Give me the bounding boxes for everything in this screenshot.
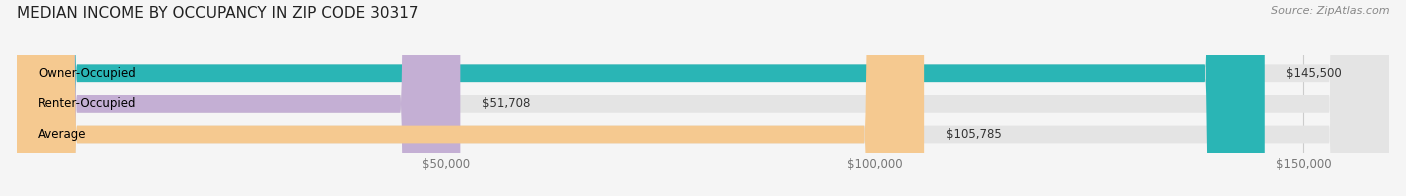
- Text: $105,785: $105,785: [946, 128, 1001, 141]
- Text: $145,500: $145,500: [1286, 67, 1341, 80]
- Text: Renter-Occupied: Renter-Occupied: [38, 97, 136, 110]
- Text: Average: Average: [38, 128, 87, 141]
- FancyBboxPatch shape: [17, 0, 460, 196]
- Text: $51,708: $51,708: [482, 97, 530, 110]
- Text: Source: ZipAtlas.com: Source: ZipAtlas.com: [1271, 6, 1389, 16]
- Text: Owner-Occupied: Owner-Occupied: [38, 67, 136, 80]
- Text: MEDIAN INCOME BY OCCUPANCY IN ZIP CODE 30317: MEDIAN INCOME BY OCCUPANCY IN ZIP CODE 3…: [17, 6, 419, 21]
- FancyBboxPatch shape: [17, 0, 1265, 196]
- FancyBboxPatch shape: [17, 0, 924, 196]
- FancyBboxPatch shape: [17, 0, 1389, 196]
- FancyBboxPatch shape: [17, 0, 1389, 196]
- FancyBboxPatch shape: [17, 0, 1389, 196]
